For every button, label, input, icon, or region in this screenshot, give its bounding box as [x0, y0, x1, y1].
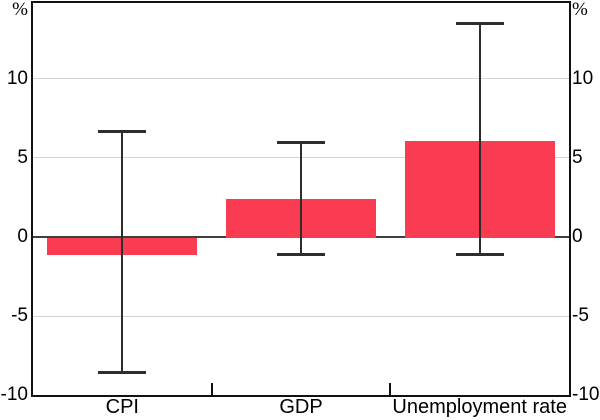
category-label-cpi: CPI: [105, 396, 139, 418]
category-label-unemployment-rate: Unemployment rate: [392, 396, 567, 418]
error-bar-cap-low-cpi: [98, 371, 147, 375]
gridline-10: [33, 78, 569, 80]
y-tick-label-right-5: 5: [572, 146, 583, 168]
y-tick-label-left--10: -10: [0, 384, 28, 405]
y-tick-label-right--5: -5: [572, 305, 589, 326]
error-bar-unemployment-rate: [478, 23, 481, 255]
y-tick-label-right-10: 10: [572, 67, 594, 89]
percent-label-left: %: [12, 0, 28, 20]
error-bar-cap-high-cpi: [98, 129, 147, 133]
error-bar-gdp: [300, 142, 302, 255]
y-tick-label-left-0: 0: [17, 225, 28, 247]
y-tick-label-left-5: 5: [17, 146, 28, 168]
y-tick-label-right--10: -10: [572, 384, 600, 405]
error-bar-cap-high-unemployment-rate: [455, 22, 504, 25]
error-bar-cap-low-unemployment-rate: [455, 252, 504, 256]
x-axis-tick-2: [389, 383, 392, 395]
x-axis-tick-1: [210, 383, 213, 395]
y-tick-label-left-10: 10: [6, 67, 28, 89]
y-tick-label-left--5: -5: [11, 305, 28, 326]
gridline--5: [33, 315, 569, 317]
percent-label-right: %: [572, 0, 588, 20]
category-label-gdp: GDP: [279, 396, 323, 418]
error-bar-cpi: [121, 131, 124, 373]
error-bar-cap-low-gdp: [277, 252, 325, 256]
error-bar-cap-high-gdp: [277, 140, 325, 144]
y-tick-label-right-0: 0: [572, 225, 583, 247]
